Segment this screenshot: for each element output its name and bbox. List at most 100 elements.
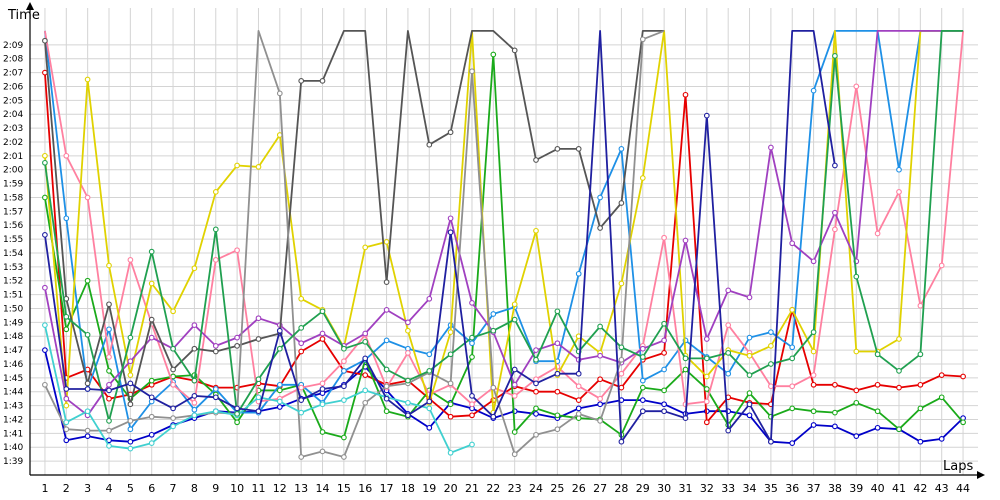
x-tick-label: 35 (764, 482, 778, 495)
x-tick-label: 15 (337, 482, 351, 495)
y-tick-label: 1:53 (3, 263, 23, 273)
data-point (703, 386, 710, 392)
data-point (405, 377, 411, 384)
data-point (469, 68, 475, 75)
data-point (191, 265, 198, 272)
data-point (725, 287, 732, 294)
y-tick-label: 2:02 (3, 138, 23, 148)
data-point (447, 380, 454, 387)
data-point (106, 427, 112, 434)
y-tick-label: 2:09 (3, 41, 23, 51)
data-point (490, 413, 497, 420)
data-point (618, 344, 625, 351)
x-tick-label: 40 (871, 482, 885, 495)
data-point (746, 401, 753, 408)
data-point (639, 36, 646, 43)
data-point (853, 83, 860, 90)
data-point (234, 343, 240, 349)
data-point (84, 331, 91, 338)
data-point (84, 194, 91, 201)
data-point (896, 336, 902, 342)
data-point (127, 372, 134, 378)
data-point (810, 258, 817, 265)
data-point (63, 386, 70, 392)
y-tick-label: 2:00 (3, 166, 23, 176)
data-point (768, 329, 774, 335)
data-point (597, 225, 603, 231)
data-point (212, 257, 219, 263)
x-tick-label: 4 (106, 482, 113, 495)
data-point (234, 247, 240, 254)
data-point (298, 295, 305, 302)
x-tick-label: 39 (849, 482, 863, 495)
x-tick-label: 26 (572, 482, 586, 495)
data-point (127, 418, 134, 424)
y-tick-label: 2:03 (3, 124, 23, 134)
x-tick-label: 9 (212, 482, 219, 495)
data-point (789, 344, 796, 351)
data-point (853, 273, 860, 280)
x-tick-label: 34 (743, 482, 757, 495)
data-point (341, 383, 347, 390)
data-point (533, 227, 539, 234)
data-point (853, 399, 860, 406)
data-point (810, 87, 817, 94)
data-point (170, 366, 176, 373)
data-point (42, 322, 48, 328)
data-point (212, 386, 219, 392)
y-tick-labels: 1:39 1:40 1:41 1:42 1:43 1:44 1:45 1:46 1:47 1:48… (3, 41, 23, 467)
y-axis-title: Time (7, 8, 40, 23)
data-point (661, 234, 667, 241)
data-point (276, 387, 283, 394)
x-tick-label: 14 (316, 482, 330, 495)
data-point (575, 411, 582, 417)
data-point (298, 340, 305, 347)
data-point (917, 381, 924, 388)
data-point (255, 376, 262, 383)
data-point (575, 405, 582, 412)
data-point (276, 327, 283, 334)
data-point (618, 200, 625, 206)
x-tick-label: 37 (807, 482, 821, 495)
data-point (661, 387, 667, 394)
data-point (533, 347, 539, 353)
data-point (896, 189, 902, 195)
x-tick-label: 38 (828, 482, 842, 495)
data-point (127, 358, 134, 365)
x-tick-label: 17 (380, 482, 394, 495)
data-point (341, 358, 347, 365)
data-point (810, 348, 817, 355)
data-point (362, 355, 369, 362)
data-point (533, 411, 539, 417)
data-point (255, 164, 262, 170)
x-tick-label: 20 (444, 482, 458, 495)
data-point (810, 408, 817, 415)
data-point (383, 337, 390, 344)
data-point (511, 429, 518, 435)
data-point (938, 262, 945, 269)
y-tick-label: 1:57 (3, 207, 23, 217)
data-point (127, 401, 134, 408)
data-point (106, 301, 112, 308)
data-point (148, 394, 155, 401)
data-point (447, 129, 454, 136)
x-tick-label: 30 (657, 482, 671, 495)
data-point (447, 229, 454, 236)
data-point (917, 302, 924, 309)
data-point (896, 426, 902, 433)
data-point (170, 345, 176, 352)
data-point (84, 408, 91, 415)
data-point (661, 320, 667, 327)
data-point (84, 386, 91, 392)
data-point (768, 144, 774, 151)
data-point (405, 327, 411, 334)
data-point (212, 348, 219, 355)
data-point (447, 413, 454, 420)
data-point (106, 326, 112, 333)
data-point (362, 372, 369, 378)
data-point (554, 426, 561, 433)
data-point (832, 53, 838, 59)
data-point (746, 294, 753, 301)
data-point (362, 338, 369, 345)
data-point (298, 384, 305, 391)
